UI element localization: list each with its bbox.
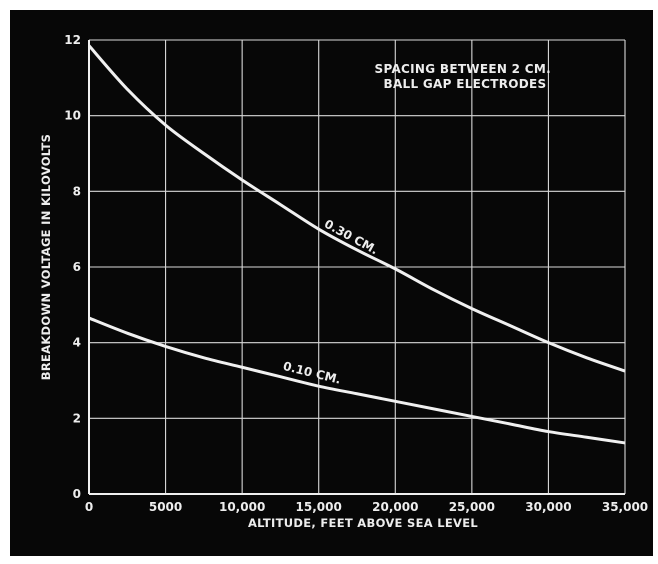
y-tick-label: 6	[73, 260, 81, 274]
y-axis-label: BREAKDOWN VOLTAGE IN KILOVOLTS	[39, 134, 53, 380]
x-tick-labels: 0 5000 10,000 15,000 20,000 25,000 30,000 35,00…	[85, 500, 648, 514]
y-tick-label: 2	[73, 411, 81, 425]
x-tick-label: 30,000	[525, 500, 571, 514]
annotation-line-1: SPACING BETWEEN 2 CM.	[375, 62, 551, 76]
x-tick-label: 20,000	[372, 500, 418, 514]
series-labels: 0.30 CM.0.10 CM.	[282, 217, 381, 387]
x-tick-label: 0	[85, 500, 93, 514]
y-tick-label: 10	[64, 109, 81, 123]
y-tick-label: 0	[73, 487, 81, 501]
series-line-0	[87, 44, 626, 373]
annotation-line-2: BALL GAP ELECTRODES	[384, 77, 547, 91]
x-tick-label: 25,000	[449, 500, 495, 514]
x-axis-label: ALTITUDE, FEET ABOVE SEA LEVEL	[248, 516, 478, 530]
y-tick-label: 8	[73, 184, 81, 198]
grid	[89, 39, 626, 494]
x-tick-label: 5000	[149, 500, 182, 514]
series-line-1	[88, 316, 626, 445]
y-tick-label: 12	[64, 33, 81, 47]
y-tick-label: 4	[73, 336, 81, 350]
x-tick-label: 15,000	[296, 500, 342, 514]
y-tick-labels: 0 2 4 6 8 10 12	[64, 33, 81, 501]
x-tick-label: 35,000	[602, 500, 648, 514]
x-tick-label: 10,000	[219, 500, 265, 514]
series-label-1: 0.10 CM.	[282, 359, 343, 387]
series-lines	[87, 44, 626, 445]
axes	[88, 40, 625, 495]
breakdown-voltage-chart: 0 5000 10,000 15,000 20,000 25,000 30,000 35,00…	[39, 33, 648, 530]
chart-annotation: SPACING BETWEEN 2 CM. BALL GAP ELECTRODE…	[375, 62, 556, 91]
chart-figure: 0 5000 10,000 15,000 20,000 25,000 30,000 35,00…	[10, 10, 653, 556]
